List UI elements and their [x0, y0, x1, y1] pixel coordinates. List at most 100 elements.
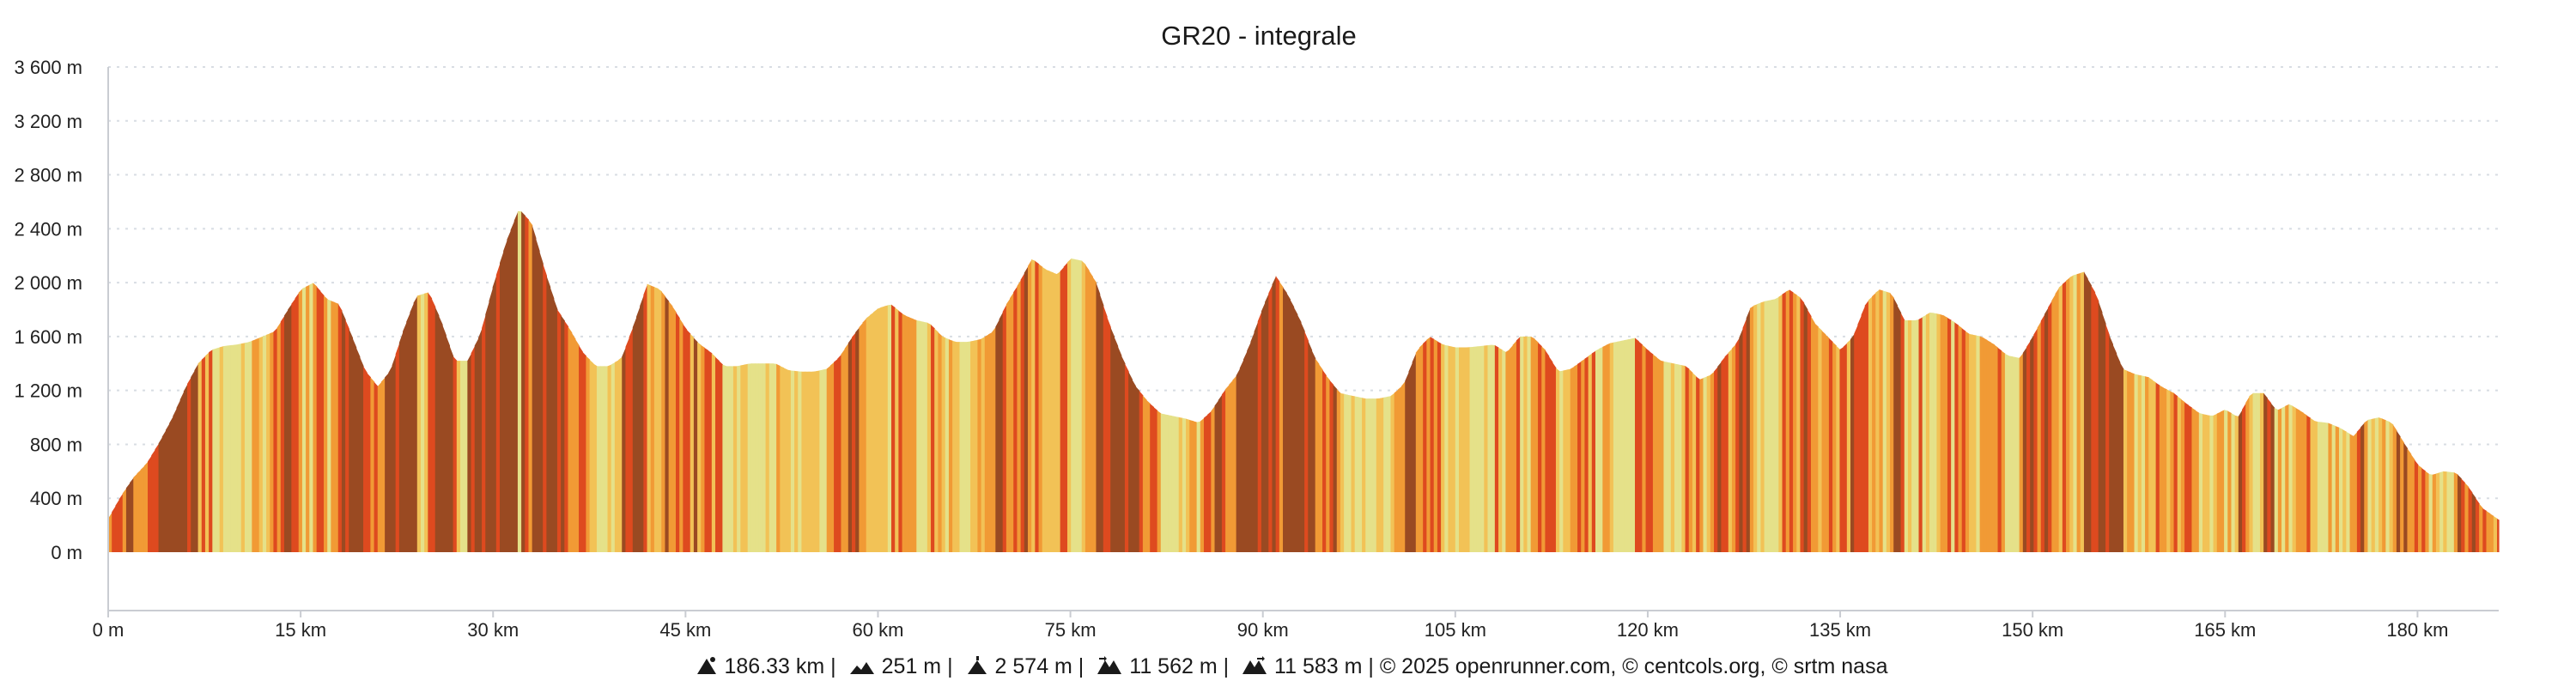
profile-segment	[1160, 413, 1165, 552]
profile-segment	[270, 331, 275, 552]
profile-segment	[456, 361, 461, 552]
profile-segment	[1854, 324, 1858, 552]
profile-segment	[823, 368, 828, 552]
profile-segment	[1516, 336, 1521, 552]
profile-segment	[446, 335, 451, 552]
profile-segment	[855, 327, 860, 552]
profile-segment	[1667, 362, 1672, 552]
profile-segment	[1387, 396, 1392, 552]
profile-segment	[2094, 292, 2099, 552]
profile-segment	[643, 283, 648, 552]
profile-segment	[2414, 459, 2419, 552]
profile-segment	[722, 364, 727, 552]
profile-segment	[829, 362, 835, 552]
profile-segment	[248, 340, 252, 552]
profile-segment	[316, 286, 321, 552]
profile-segment	[1290, 299, 1295, 552]
profile-segment	[737, 365, 741, 552]
profile-segment	[1089, 271, 1093, 552]
x-tick-label: 15 km	[275, 619, 326, 641]
profile-segment	[1530, 336, 1535, 552]
profile-segment	[2173, 392, 2178, 552]
profile-segment	[2137, 374, 2142, 552]
profile-segment	[309, 283, 314, 552]
profile-segment	[927, 322, 932, 552]
profile-segment	[693, 337, 698, 552]
profile-segment	[1329, 380, 1334, 552]
profile-segment	[1092, 277, 1097, 552]
profile-segment	[744, 363, 749, 552]
profile-segment	[169, 416, 173, 552]
profile-segment	[255, 337, 260, 552]
profile-segment	[1423, 339, 1427, 552]
profile-segment	[1071, 258, 1075, 552]
profile-segment	[1254, 321, 1259, 552]
profile-segment	[434, 307, 440, 552]
profile-segment	[471, 345, 476, 552]
profile-segment	[671, 306, 677, 552]
profile-segment	[392, 354, 397, 552]
profile-segment	[1347, 394, 1352, 552]
profile-segment	[1882, 290, 1887, 552]
profile-segment	[2008, 356, 2013, 552]
profile-segment	[1814, 323, 1819, 552]
profile-segment	[747, 363, 752, 552]
profile-segment	[1997, 347, 2002, 552]
profile-segment	[1925, 313, 1930, 552]
profile-segment	[2407, 448, 2412, 552]
profile-segment	[1203, 414, 1208, 552]
profile-segment	[2004, 353, 2009, 552]
profile-segment	[176, 399, 181, 552]
profile-segment	[1060, 266, 1065, 552]
profile-segment	[2288, 404, 2293, 552]
profile-segment	[604, 366, 609, 552]
profile-segment	[1114, 336, 1119, 552]
profile-segment	[424, 292, 428, 552]
profile-segment	[923, 321, 928, 552]
profile-segment	[543, 264, 547, 552]
profile-segment	[1545, 350, 1550, 552]
profile-segment	[546, 275, 551, 552]
profile-segment	[2382, 418, 2386, 552]
profile-segment	[230, 344, 235, 552]
profile-segment	[137, 469, 142, 552]
profile-segment	[1541, 346, 1546, 552]
profile-segment	[2446, 471, 2451, 552]
profile-segment	[1836, 345, 1841, 552]
profile-segment	[334, 301, 339, 552]
profile-segment	[729, 366, 734, 552]
profile-segment	[1674, 363, 1679, 552]
profile-segment	[363, 366, 368, 552]
profile-segment	[1308, 340, 1313, 552]
profile-segment	[1484, 345, 1489, 552]
profile-segment	[1775, 296, 1779, 552]
profile-segment	[201, 356, 206, 552]
profile-segment	[1893, 297, 1899, 552]
profile-segment	[1239, 359, 1244, 552]
profile-segment	[306, 284, 310, 552]
profile-segment	[1649, 351, 1654, 552]
profile-segment	[1609, 342, 1614, 552]
profile-segment	[999, 312, 1004, 552]
profile-segment	[1620, 340, 1625, 552]
distance-value: 186.33 km |	[724, 654, 836, 678]
profile-segment	[1706, 374, 1711, 552]
profile-segment	[1362, 398, 1366, 552]
profile-segment	[1193, 421, 1198, 552]
profile-segment	[589, 359, 594, 552]
profile-segment	[2091, 285, 2096, 552]
profile-segment	[2443, 471, 2448, 552]
profile-segment	[1358, 397, 1363, 552]
profile-segment	[1588, 353, 1593, 552]
profile-segment	[1013, 286, 1018, 552]
profile-segment	[1886, 291, 1891, 552]
profile-segment	[1617, 340, 1621, 552]
y-tick-label: 2 800 m	[15, 165, 83, 186]
profile-segment	[1020, 272, 1025, 552]
profile-segment	[2130, 372, 2136, 552]
profile-segment	[155, 443, 160, 552]
profile-segment	[2277, 408, 2282, 552]
profile-segment	[2101, 312, 2106, 552]
profile-segment	[2292, 405, 2297, 552]
profile-segment	[1631, 337, 1636, 552]
